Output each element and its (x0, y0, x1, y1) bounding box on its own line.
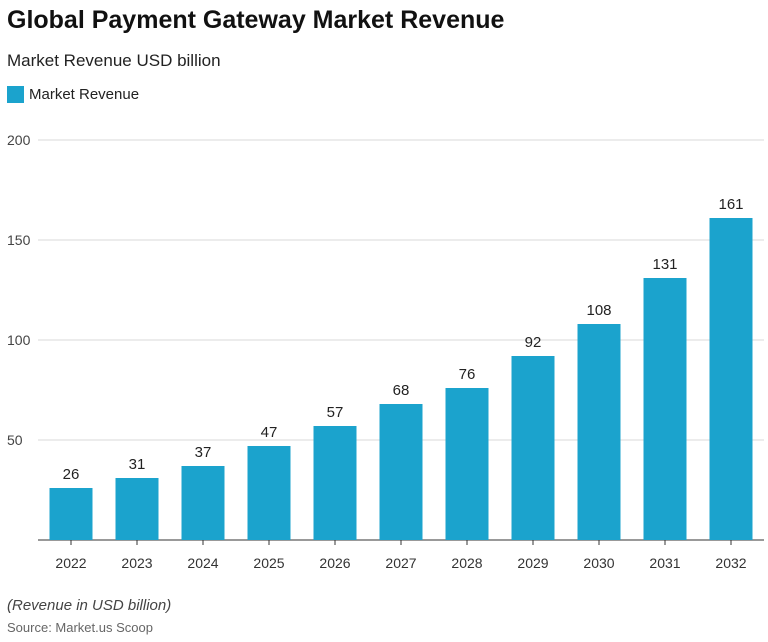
data-label: 37 (195, 444, 212, 461)
bar (181, 466, 225, 540)
bar (709, 218, 753, 540)
x-tick-label: 2028 (451, 555, 482, 571)
data-label: 26 (63, 466, 80, 483)
data-label: 131 (652, 256, 677, 273)
x-tick-label: 2031 (649, 555, 680, 571)
data-label: 76 (459, 366, 476, 383)
y-tick-label: 150 (7, 232, 31, 248)
data-label: 57 (327, 404, 344, 421)
chart-source: Source: Market.us Scoop (7, 620, 153, 635)
x-tick-label: 2022 (55, 555, 86, 571)
x-tick-label: 2029 (517, 555, 548, 571)
y-tick-label: 100 (7, 332, 31, 348)
x-tick-label: 2026 (319, 555, 350, 571)
bar (247, 446, 291, 540)
chart-note: (Revenue in USD billion) (7, 597, 172, 614)
legend: Market Revenue (7, 86, 139, 103)
chart-title: Global Payment Gateway Market Revenue (7, 6, 505, 34)
data-label: 68 (393, 382, 410, 399)
bar (313, 426, 357, 540)
x-tick-label: 2023 (121, 555, 152, 571)
data-label: 31 (129, 456, 146, 473)
y-tick-label: 200 (7, 132, 31, 148)
bar (49, 488, 93, 540)
y-tick-label: 50 (7, 432, 23, 448)
bar (445, 388, 489, 540)
data-label: 108 (586, 302, 611, 319)
x-tick-label: 2032 (715, 555, 746, 571)
chart-subtitle: Market Revenue USD billion (7, 51, 221, 70)
x-tick-label: 2030 (583, 555, 614, 571)
bar (577, 324, 621, 540)
x-tick-label: 2024 (187, 555, 218, 571)
legend-label: Market Revenue (29, 86, 140, 103)
data-label: 47 (261, 424, 278, 441)
x-tick-label: 2027 (385, 555, 416, 571)
data-label: 161 (718, 196, 743, 213)
data-label: 92 (525, 334, 542, 351)
bar (379, 404, 423, 540)
legend-swatch (7, 86, 24, 103)
bar (115, 478, 159, 540)
bar (643, 278, 687, 540)
x-tick-label: 2025 (253, 555, 284, 571)
bar (511, 356, 555, 540)
